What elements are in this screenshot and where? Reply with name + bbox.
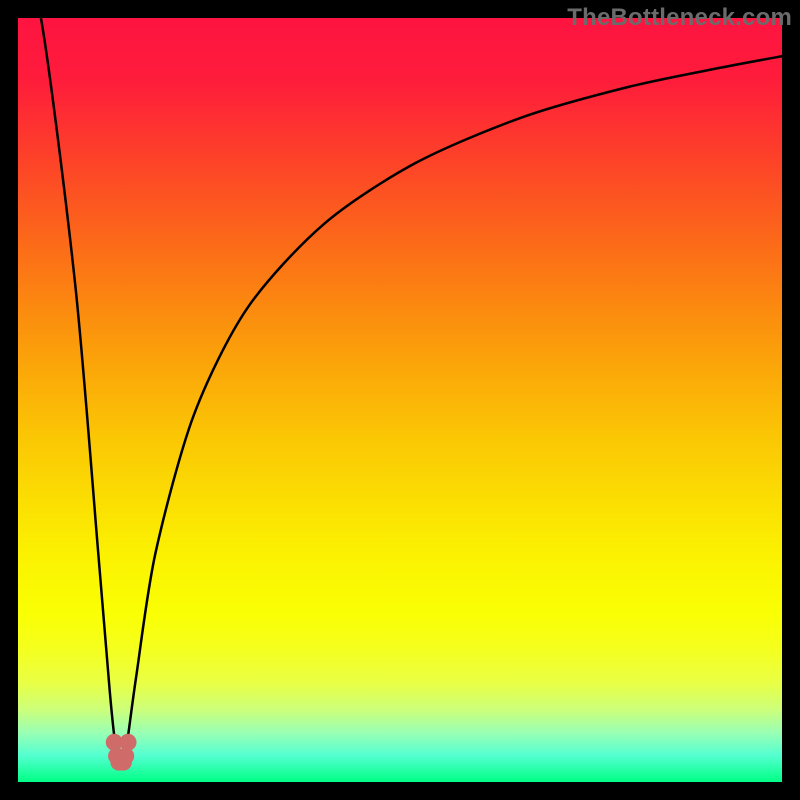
chart-container: TheBottleneck.com xyxy=(0,0,800,800)
trough-marker xyxy=(120,734,136,750)
chart-svg xyxy=(0,0,800,800)
watermark-text: TheBottleneck.com xyxy=(567,4,792,32)
gradient-background xyxy=(18,18,782,782)
